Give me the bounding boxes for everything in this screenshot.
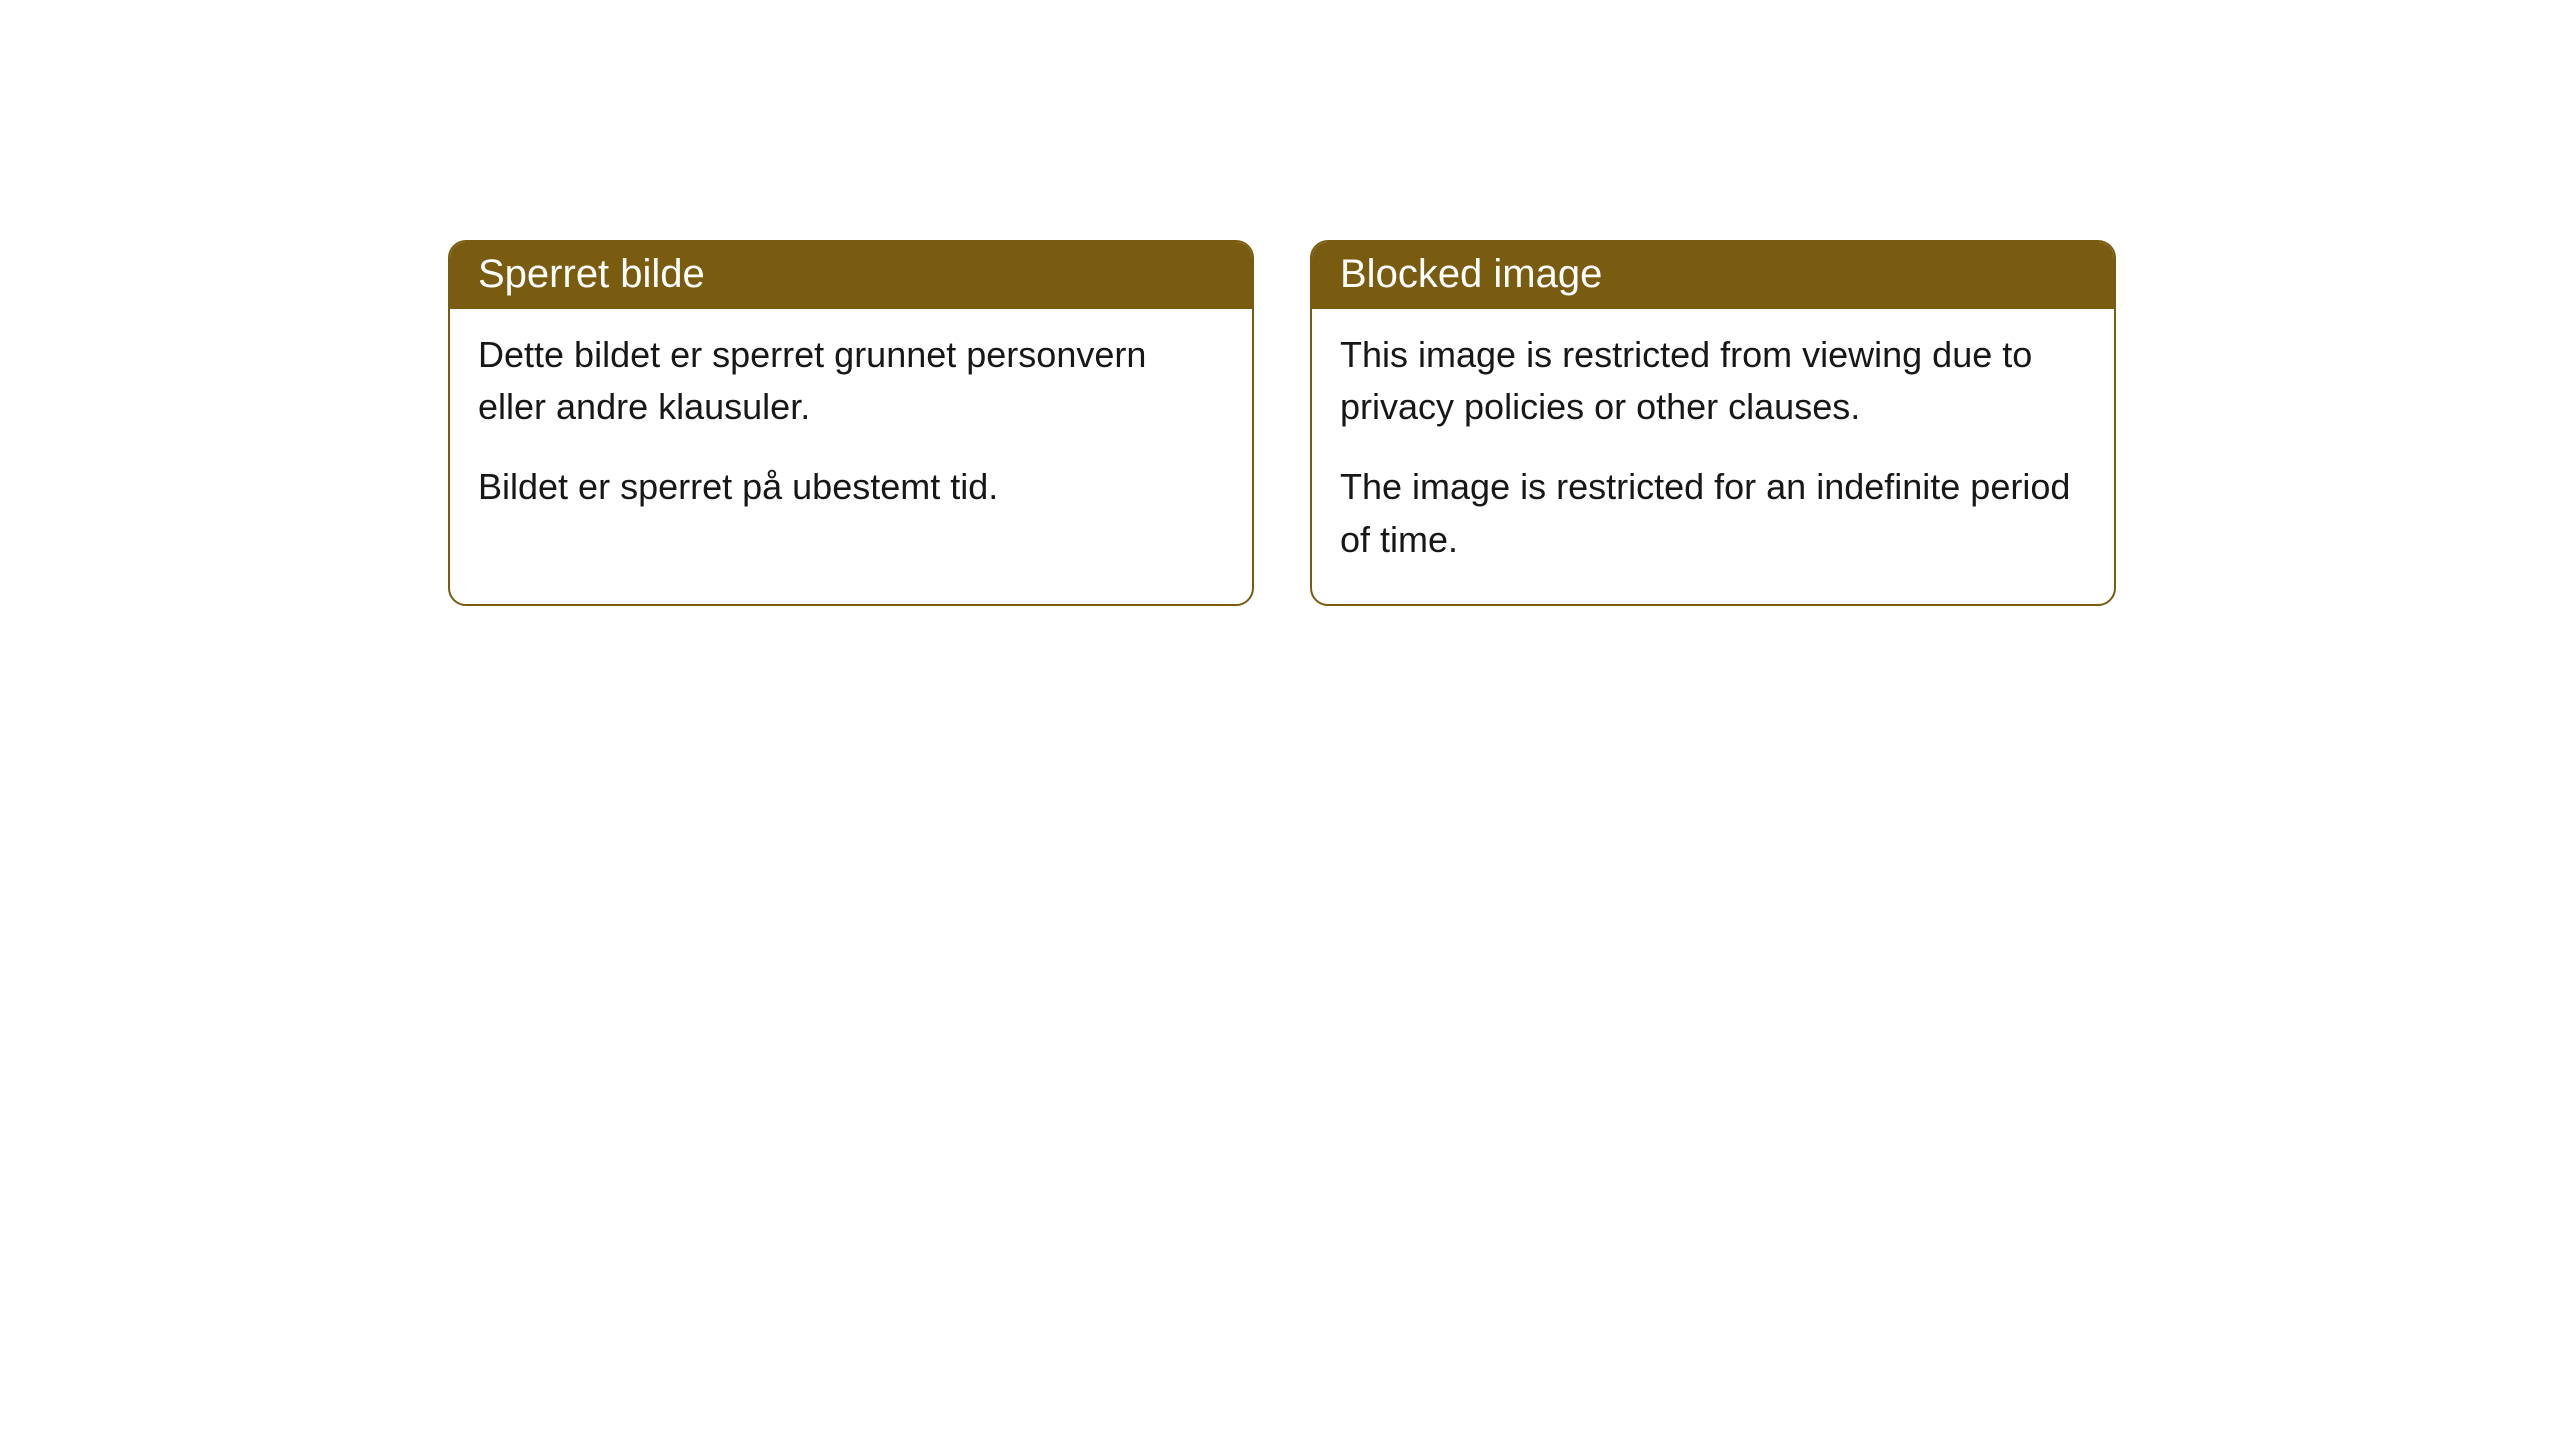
card-title: Sperret bilde bbox=[478, 252, 705, 296]
card-paragraph: Bildet er sperret på ubestemt tid. bbox=[478, 461, 1224, 513]
notice-card-english: Blocked image This image is restricted f… bbox=[1310, 240, 2116, 606]
notice-cards-container: Sperret bilde Dette bildet er sperret gr… bbox=[448, 240, 2116, 606]
card-paragraph: Dette bildet er sperret grunnet personve… bbox=[478, 329, 1224, 433]
card-paragraph: This image is restricted from viewing du… bbox=[1340, 329, 2086, 433]
card-body-norwegian: Dette bildet er sperret grunnet personve… bbox=[450, 309, 1252, 552]
card-header-english: Blocked image bbox=[1312, 242, 2114, 309]
card-paragraph: The image is restricted for an indefinit… bbox=[1340, 461, 2086, 565]
notice-card-norwegian: Sperret bilde Dette bildet er sperret gr… bbox=[448, 240, 1254, 606]
card-header-norwegian: Sperret bilde bbox=[450, 242, 1252, 309]
card-title: Blocked image bbox=[1340, 252, 1602, 296]
card-body-english: This image is restricted from viewing du… bbox=[1312, 309, 2114, 604]
